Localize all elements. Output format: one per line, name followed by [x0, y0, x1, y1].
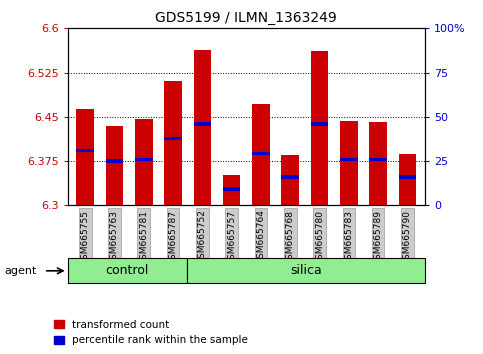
Bar — [369, 158, 387, 161]
Bar — [311, 122, 328, 126]
Text: GSM665764: GSM665764 — [256, 210, 266, 264]
Bar — [252, 152, 270, 155]
Bar — [223, 187, 241, 190]
Bar — [398, 175, 416, 179]
Bar — [76, 149, 94, 152]
Bar — [187, 258, 425, 283]
Text: GSM665783: GSM665783 — [344, 210, 354, 264]
Bar — [311, 51, 328, 205]
Text: GSM665752: GSM665752 — [198, 210, 207, 264]
Text: control: control — [105, 264, 149, 277]
Bar — [398, 154, 416, 205]
Text: GSM665780: GSM665780 — [315, 210, 324, 264]
Bar — [106, 159, 123, 163]
Text: GSM665755: GSM665755 — [81, 210, 90, 264]
Bar — [135, 158, 153, 161]
Text: GSM665789: GSM665789 — [374, 210, 383, 264]
Bar — [282, 175, 299, 179]
Bar — [76, 109, 94, 205]
Text: GSM665790: GSM665790 — [403, 210, 412, 264]
Title: GDS5199 / ILMN_1363249: GDS5199 / ILMN_1363249 — [156, 11, 337, 24]
Bar — [282, 155, 299, 205]
Text: GSM665768: GSM665768 — [286, 210, 295, 264]
Bar — [68, 258, 187, 283]
Text: GSM665787: GSM665787 — [169, 210, 178, 264]
Text: GSM665757: GSM665757 — [227, 210, 236, 264]
Text: agent: agent — [5, 266, 37, 276]
Bar — [252, 104, 270, 205]
Bar — [194, 50, 211, 205]
Text: GSM665781: GSM665781 — [139, 210, 148, 264]
Bar — [164, 81, 182, 205]
Bar — [340, 121, 357, 205]
Bar — [223, 175, 241, 205]
Bar — [135, 119, 153, 205]
Text: silica: silica — [290, 264, 322, 277]
Bar — [194, 122, 211, 126]
Bar — [164, 137, 182, 141]
Bar — [106, 126, 123, 205]
Bar — [369, 122, 387, 205]
Bar — [340, 158, 357, 161]
Text: GSM665763: GSM665763 — [110, 210, 119, 264]
Legend: transformed count, percentile rank within the sample: transformed count, percentile rank withi… — [54, 320, 248, 345]
